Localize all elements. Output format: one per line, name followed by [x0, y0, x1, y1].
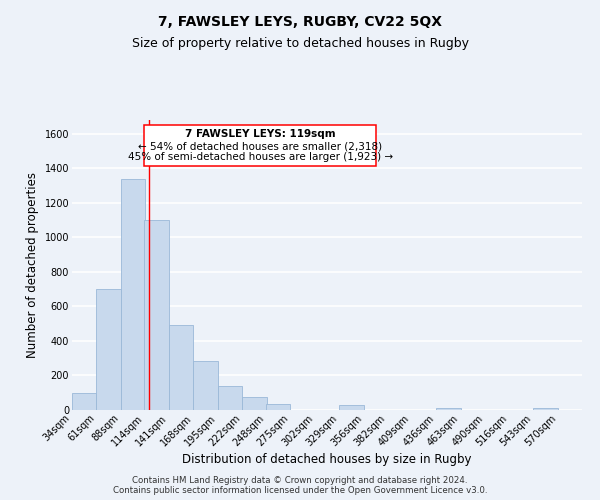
Bar — [218, 386, 242, 410]
Bar — [339, 405, 364, 410]
X-axis label: Distribution of detached houses by size in Rugby: Distribution of detached houses by size … — [182, 454, 472, 466]
Bar — [436, 408, 461, 410]
Bar — [242, 397, 267, 410]
Bar — [193, 361, 218, 410]
Text: 45% of semi-detached houses are larger (1,923) →: 45% of semi-detached houses are larger (… — [128, 152, 393, 162]
Bar — [169, 326, 193, 410]
FancyBboxPatch shape — [145, 125, 376, 166]
Bar — [145, 220, 169, 410]
Text: Contains HM Land Registry data © Crown copyright and database right 2024.: Contains HM Land Registry data © Crown c… — [132, 476, 468, 485]
Bar — [266, 404, 290, 410]
Bar — [72, 392, 97, 410]
Text: Contains public sector information licensed under the Open Government Licence v3: Contains public sector information licen… — [113, 486, 487, 495]
Bar — [121, 178, 145, 410]
Y-axis label: Number of detached properties: Number of detached properties — [26, 172, 39, 358]
Text: 7 FAWSLEY LEYS: 119sqm: 7 FAWSLEY LEYS: 119sqm — [185, 130, 336, 140]
Text: 7, FAWSLEY LEYS, RUGBY, CV22 5QX: 7, FAWSLEY LEYS, RUGBY, CV22 5QX — [158, 15, 442, 29]
Bar — [97, 289, 121, 410]
Bar — [533, 408, 557, 410]
Text: Size of property relative to detached houses in Rugby: Size of property relative to detached ho… — [131, 38, 469, 51]
Text: ← 54% of detached houses are smaller (2,318): ← 54% of detached houses are smaller (2,… — [139, 142, 382, 152]
